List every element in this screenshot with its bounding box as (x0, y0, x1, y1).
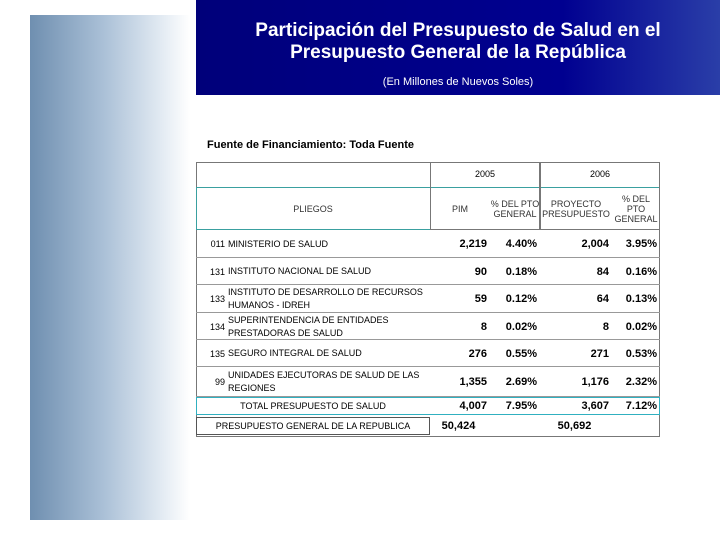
value-cell: 8 (602, 320, 609, 333)
row-name: MINISTERIO DE SALUD (228, 238, 329, 249)
row-line (196, 258, 660, 285)
value-cell: 50,424 (441, 420, 476, 432)
value-cell: 0.18% (505, 265, 537, 278)
total-name-box (196, 417, 430, 435)
year-box (540, 162, 660, 230)
value-cell: 59 (474, 293, 487, 305)
table-border (196, 162, 660, 437)
value-cell: 2,219 (459, 238, 487, 250)
row-name: UNIDADES EJECUTORAS DE SALUD DE LAS REGI… (228, 370, 420, 393)
value-cell: 8 (480, 320, 487, 333)
value-cell: 64 (596, 293, 609, 305)
value-cell: 0.13% (625, 293, 657, 305)
value-cell: 3.95% (625, 238, 657, 250)
value-cell: 4.40% (505, 238, 537, 250)
value-cell: 271 (590, 347, 609, 360)
row-code: 011 (210, 239, 225, 249)
row-code: 135 (209, 348, 225, 359)
value-cell: 0.02% (625, 320, 657, 333)
row-code: 134 (209, 321, 225, 332)
row-line (196, 313, 660, 340)
row-line (196, 340, 660, 367)
column-header: PROYECTO PRESUPUESTO (542, 199, 610, 219)
row-name: INSTITUTO NACIONAL DE SALUD (228, 266, 372, 276)
subtitle: (En Millones de Nuevos Soles) (382, 76, 534, 88)
value-cell: 84 (596, 265, 609, 278)
value-cell: 1,176 (581, 376, 609, 388)
value-cell: 1,355 (459, 376, 487, 388)
value-cell: 0.16% (625, 265, 657, 278)
value-cell: 276 (468, 347, 487, 360)
year-box (430, 162, 540, 230)
value-cell: 0.02% (505, 320, 537, 333)
column-header: PIM (451, 204, 468, 214)
value-cell: 4,007 (459, 400, 487, 412)
column-header: % DEL PTO GENERAL (490, 199, 540, 219)
total-box (196, 397, 660, 415)
row-name: TOTAL PRESUPUESTO DE SALUD (240, 401, 386, 411)
row-line (196, 367, 660, 397)
value-cell: 0.55% (505, 347, 537, 360)
row-name: INSTITUTO DE DESARROLLO DE RECURSOS HUMA… (228, 287, 423, 310)
row-name: SUPERINTENDENCIA DE ENTIDADES PRESTADORA… (228, 314, 389, 338)
row-code: 99 (214, 377, 225, 387)
value-cell: 2.32% (625, 376, 657, 388)
row-code: 131 (209, 266, 225, 277)
value-cell: 7.95% (505, 400, 537, 412)
value-cell: 7.12% (625, 400, 657, 412)
value-cell: 90 (474, 265, 487, 278)
year-label: 2005 (474, 169, 496, 179)
value-cell: 0.53% (625, 347, 657, 360)
row-line (196, 285, 660, 313)
header: Participación del Presupuesto de Salud e… (196, 0, 720, 95)
value-cell: 2,004 (581, 238, 609, 250)
source-label: Fuente de Financiamiento: Toda Fuente (207, 139, 414, 151)
year-label: 2006 (589, 169, 611, 179)
row-code: 133 (209, 294, 225, 304)
value-cell: 50,692 (557, 420, 592, 432)
row-name: PRESUPUESTO GENERAL DE LA REPUBLICA (215, 421, 411, 431)
photo-strip (30, 15, 190, 520)
value-cell: 3,607 (581, 400, 609, 412)
column-header: PLIEGOS (293, 204, 333, 214)
value-cell: 2.69% (505, 376, 537, 388)
column-header: % DEL PTO GENERAL (614, 194, 658, 224)
title: Participación del Presupuesto de Salud e… (255, 20, 661, 63)
row-name: SEGURO INTEGRAL DE SALUD (228, 348, 362, 358)
value-cell: 0.12% (505, 293, 537, 305)
row-line (196, 230, 660, 258)
